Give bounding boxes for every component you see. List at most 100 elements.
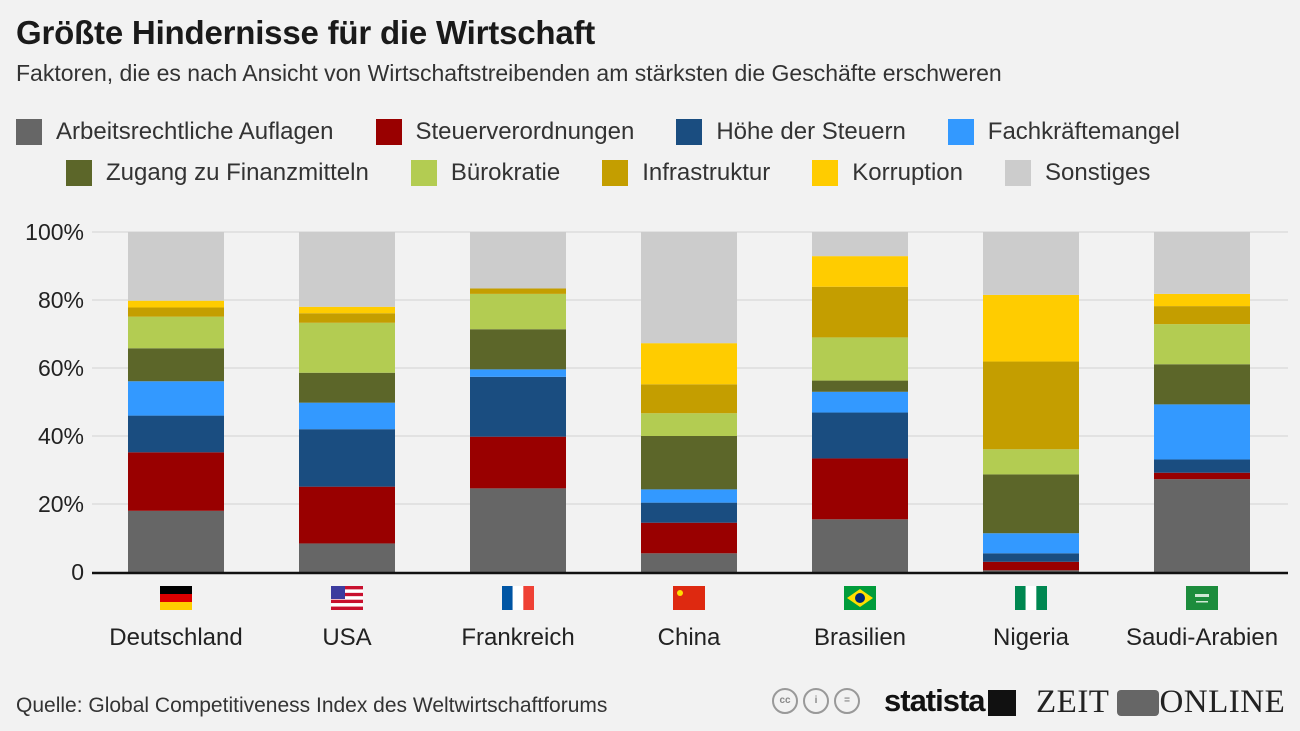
- statista-logo: statista: [884, 683, 986, 718]
- bar-segment: [128, 381, 224, 416]
- bar-segment: [470, 232, 566, 289]
- bar-segment: [812, 232, 908, 257]
- flag-field: [1186, 586, 1218, 610]
- x-tick-label: China: [658, 624, 721, 651]
- bar-segment: [470, 329, 566, 370]
- x-tick-label: Saudi-Arabien: [1126, 624, 1278, 651]
- legend-swatch: [410, 160, 437, 186]
- legend-swatch: [1004, 160, 1031, 186]
- legend-label: Infrastruktur: [642, 159, 771, 186]
- bar-segment: [128, 415, 224, 453]
- legend-label: Zugang zu Finanzmitteln: [106, 159, 369, 186]
- bar-segment: [470, 488, 566, 572]
- bar-segment: [812, 391, 908, 413]
- legend-swatch: [375, 119, 402, 145]
- flag-stripe: [1025, 586, 1037, 610]
- bar-segment: [983, 474, 1079, 534]
- flag-canton: [331, 586, 345, 599]
- bar-segment: [983, 361, 1079, 450]
- bar-segment: [299, 372, 395, 403]
- bar-segment: [641, 343, 737, 385]
- bar-segment: [299, 322, 395, 373]
- flag-stripe: [331, 592, 363, 597]
- legend-swatch: [602, 160, 629, 186]
- bar-segment: [1154, 479, 1250, 572]
- flag-star: [677, 590, 683, 596]
- chart-title: Größte Hindernisse für die Wirtschaft: [16, 14, 596, 51]
- zeit-logo-right: ONLINE: [1159, 684, 1286, 720]
- flag-stripe: [331, 596, 363, 600]
- by-icon: i: [803, 688, 829, 714]
- bar-segment: [641, 489, 737, 503]
- legend-item: Steuerverordnungen: [375, 118, 635, 146]
- bar-segment: [128, 232, 224, 301]
- zeit-logo-left: ZEIT: [1036, 684, 1110, 720]
- flag-script: [1195, 594, 1209, 597]
- bar-segment: [812, 256, 908, 287]
- flag-stripe: [160, 586, 192, 594]
- flag-stripe: [331, 586, 363, 590]
- bar-segment: [983, 294, 1079, 362]
- flag-stripe: [512, 586, 524, 610]
- legend-label: Bürokratie: [450, 159, 561, 186]
- zeit-crest-icon: [1117, 690, 1159, 716]
- flag-stripe: [502, 586, 513, 610]
- bar-segment: [983, 561, 1079, 571]
- x-tick-label: USA: [322, 624, 371, 651]
- x-tick-label: Nigeria: [993, 624, 1070, 651]
- legend-label: Steuerverordnungen: [415, 118, 635, 145]
- x-tick-label: Brasilien: [814, 624, 906, 651]
- y-tick-label: 100%: [25, 219, 84, 245]
- bar-segment: [299, 306, 395, 314]
- bar-segment: [299, 313, 395, 323]
- legend-label: Korruption: [852, 159, 963, 186]
- bar-segment: [299, 402, 395, 430]
- bar-segment: [1154, 364, 1250, 405]
- x-tick-label: Deutschland: [109, 624, 242, 651]
- bar-segment: [128, 348, 224, 382]
- bar-segment: [1154, 232, 1250, 294]
- bar-segment: [983, 570, 1079, 572]
- legend-swatch: [947, 119, 974, 145]
- x-tick-label: Frankreich: [461, 624, 574, 651]
- bar-segment: [641, 436, 737, 490]
- bar-segment: [983, 449, 1079, 475]
- legend-swatch: [812, 160, 839, 186]
- flag-stripe: [160, 602, 192, 610]
- statista-logo-mark-icon: [988, 690, 1016, 716]
- bar-segment: [641, 522, 737, 554]
- bar-segment: [1154, 472, 1250, 480]
- bar-segment: [1154, 293, 1250, 307]
- source-note: Quelle: Global Competitiveness Index des…: [16, 694, 608, 717]
- legend-item: Zugang zu Finanzmitteln: [66, 159, 369, 187]
- bar-segment: [983, 553, 1079, 562]
- flag-stripe: [1015, 586, 1026, 610]
- bar-segment: [1154, 324, 1250, 365]
- bar-segment: [128, 452, 224, 511]
- bar-segment: [128, 510, 224, 572]
- bar-segment: [299, 429, 395, 487]
- bar-segment: [128, 300, 224, 308]
- bar-segment: [641, 553, 737, 572]
- bar-segment: [1154, 404, 1250, 460]
- bar-segment: [470, 436, 566, 489]
- bar-segment: [641, 384, 737, 414]
- bar-segment: [1154, 306, 1250, 325]
- flag-stripe: [331, 603, 363, 607]
- bar-segment: [128, 316, 224, 349]
- legend-item: Sonstiges: [1004, 159, 1151, 187]
- stacked-bar-chart: 0 20% 40% 60% 80% 100% Deutschland USA Frankreic…: [25, 219, 1288, 651]
- zeit-online-logo: ZEIT ONLINE: [1036, 684, 1285, 721]
- bar-segment: [983, 232, 1079, 295]
- flag-stripe: [331, 599, 363, 604]
- legend-label: Höhe der Steuern: [716, 118, 906, 145]
- bar-segment: [812, 286, 908, 338]
- bar-segment: [299, 486, 395, 544]
- bar-segment: [299, 232, 395, 307]
- cc-icon: cc: [772, 688, 798, 714]
- y-tick-label: 40%: [38, 423, 84, 449]
- legend-label: Sonstiges: [1044, 159, 1151, 186]
- legend-row-2: Zugang zu Finanzmitteln Bürokratie Infrast…: [66, 159, 1192, 187]
- bar-segment: [1154, 459, 1250, 473]
- bar-segment: [812, 519, 908, 572]
